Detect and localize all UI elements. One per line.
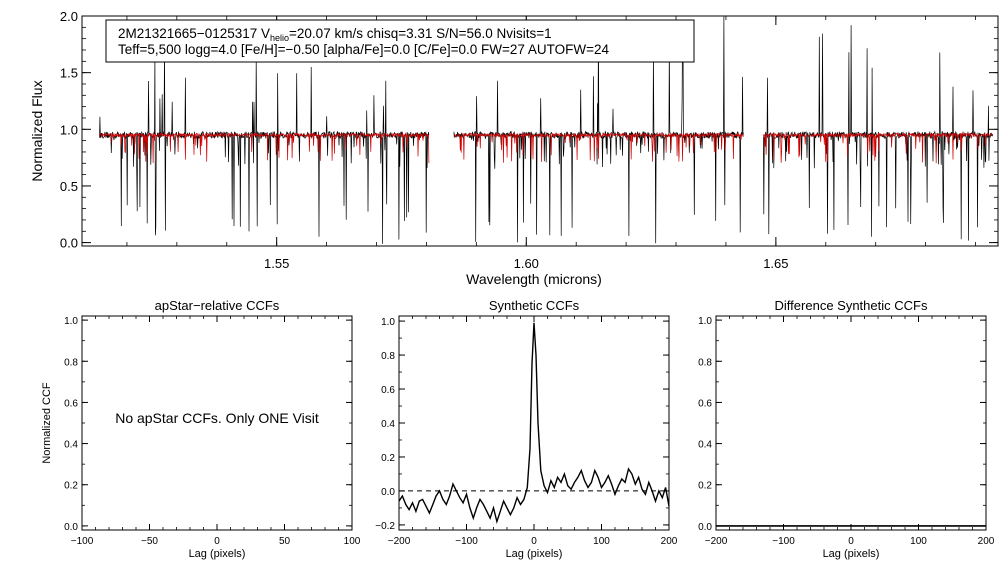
spectrum-series [99, 16, 994, 244]
synthetic-ccf-panel: −200 −100 0 100 200 −0.2 0.0 0.2 0.4 0.6 0.8 1.0 Sy… [375, 298, 678, 560]
synthetic-ccf-x-label: Lag (pixels) [506, 548, 563, 560]
y-tick-label: 1.0 [381, 317, 395, 328]
difference-ccf-x-label: Lag (pixels) [823, 548, 880, 560]
difference-ccf-ticks: −200 −100 0 100 200 0.0 0.2 0.4 0.6 0.8 1.0 [698, 316, 995, 547]
y-tick-label: 0.0 [60, 236, 78, 251]
synthetic-ccf-ticks: −200 −100 0 100 200 −0.2 0.0 0.2 0.4 0.6 0.8 1.0 [375, 316, 678, 547]
y-tick-label: 0.6 [381, 385, 395, 396]
spectrum-observed-line [763, 25, 994, 241]
y-tick-label: 0.2 [64, 481, 78, 492]
x-tick-label: −100 [772, 536, 795, 547]
y-tick-label: 0.6 [698, 398, 712, 409]
y-tick-label: 1.0 [698, 316, 712, 327]
x-tick-label: 1.55 [264, 256, 289, 271]
spectrum-panel: 1.55 1.60 1.65 0.0 0.5 1.0 1.5 2.0 Normalized F… [29, 9, 999, 287]
synthetic-ccf-line [398, 322, 670, 525]
annotation-line-1-b: =20.07 km/s chisq=3.31 S/N=56.0 Nvisits=… [289, 26, 552, 41]
y-tick-label: 2.0 [60, 9, 78, 24]
y-tick-label: 0.4 [381, 419, 395, 430]
y-tick-label: 0.8 [64, 357, 78, 368]
x-tick-label: 0 [848, 536, 854, 547]
spectrum-synthetic-line [453, 132, 744, 163]
y-tick-label: 1.0 [64, 316, 78, 327]
difference-ccf-panel: −200 −100 0 100 200 0.0 0.2 0.4 0.6 0.8 1.0 Differ… [698, 298, 995, 560]
spectrum-x-label: Wavelength (microns) [466, 271, 602, 287]
spectrum-synthetic-line [99, 132, 430, 164]
x-tick-label: 200 [978, 536, 995, 547]
x-tick-label: 100 [593, 536, 610, 547]
x-tick-label: 0 [214, 536, 220, 547]
y-tick-label: 0.6 [64, 398, 78, 409]
x-tick-label: 200 [661, 536, 678, 547]
annotation-line-1-sub: helio [270, 33, 289, 43]
difference-ccf-axes-frame [715, 315, 987, 531]
x-tick-label: −200 [705, 536, 728, 547]
y-tick-label: 0.5 [60, 179, 78, 194]
x-tick-label: −200 [388, 536, 411, 547]
x-tick-label: 0 [531, 536, 537, 547]
synthetic-ccf-series [398, 322, 670, 525]
y-tick-label: 1.0 [60, 122, 78, 137]
x-tick-label: 50 [279, 536, 291, 547]
spectrum-y-label: Normalized Flux [29, 80, 45, 181]
y-tick-label: −0.2 [375, 521, 395, 532]
y-tick-label: 1.5 [60, 66, 78, 81]
spectrum-axes-frame [81, 15, 999, 247]
synthetic-ccf-title: Synthetic CCFs [489, 298, 580, 313]
apstar-ccf-message: No apStar CCFs. Only ONE Visit [115, 410, 319, 426]
y-tick-label: 0.8 [698, 357, 712, 368]
difference-ccf-title: Difference Synthetic CCFs [775, 298, 928, 313]
synthetic-ccf-axes-frame [398, 315, 670, 531]
x-tick-label: −100 [71, 536, 94, 547]
annotation-box [105, 19, 695, 63]
x-tick-label: 100 [910, 536, 927, 547]
x-tick-label: −50 [141, 536, 158, 547]
y-tick-label: 0.0 [698, 522, 712, 533]
y-tick-label: 0.4 [64, 440, 78, 451]
x-tick-label: −100 [455, 536, 478, 547]
y-tick-label: 0.2 [698, 481, 712, 492]
y-tick-label: 0.0 [64, 522, 78, 533]
y-tick-label: 0.2 [381, 453, 395, 464]
apstar-ccf-panel: −100 −50 0 50 100 0.0 0.2 0.4 0.6 0.8 1.0 apStar−r… [41, 298, 361, 560]
ccf-y-label: Normalized CCF [41, 382, 53, 464]
annotation-line-1-a: 2M21321665−0125317 V [118, 26, 270, 41]
annotation-line-2: Teff=5,500 logg=4.0 [Fe/H]=−0.50 [alpha/… [118, 42, 610, 57]
apstar-ccf-x-label: Lag (pixels) [189, 548, 246, 560]
spectrum-observed-line [99, 44, 430, 244]
apstar-ccf-title: apStar−relative CCFs [155, 298, 280, 313]
y-tick-label: 0.0 [381, 487, 395, 498]
annotation-line-1: 2M21321665−0125317 Vhelio=20.07 km/s chi… [118, 26, 552, 43]
y-tick-label: 0.8 [381, 351, 395, 362]
x-tick-label: 1.65 [763, 256, 788, 271]
apstar-ccf-ticks: −100 −50 0 50 100 0.0 0.2 0.4 0.6 0.8 1.0 [64, 316, 361, 547]
x-tick-label: 100 [344, 536, 361, 547]
spectrum-ticks: 1.55 1.60 1.65 0.0 0.5 1.0 1.5 2.0 [60, 9, 998, 271]
x-tick-label: 1.60 [514, 256, 539, 271]
y-tick-label: 0.4 [698, 440, 712, 451]
spectrum-synthetic-line [763, 131, 994, 164]
